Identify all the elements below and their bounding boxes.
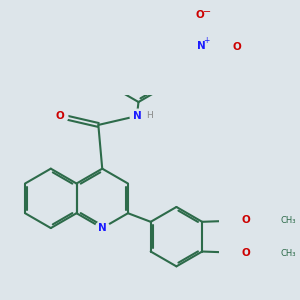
Text: O: O — [233, 42, 242, 52]
Text: O: O — [56, 111, 64, 121]
Text: O: O — [242, 215, 250, 225]
Text: N: N — [98, 223, 106, 233]
Text: CH₃: CH₃ — [280, 249, 296, 258]
Text: O: O — [242, 248, 250, 258]
Text: H: H — [146, 111, 153, 120]
Text: +: + — [203, 36, 209, 45]
Text: O: O — [195, 10, 204, 20]
Text: N: N — [133, 111, 141, 121]
Text: CH₃: CH₃ — [280, 216, 296, 225]
Text: N: N — [197, 40, 206, 51]
Text: −: − — [203, 7, 211, 16]
